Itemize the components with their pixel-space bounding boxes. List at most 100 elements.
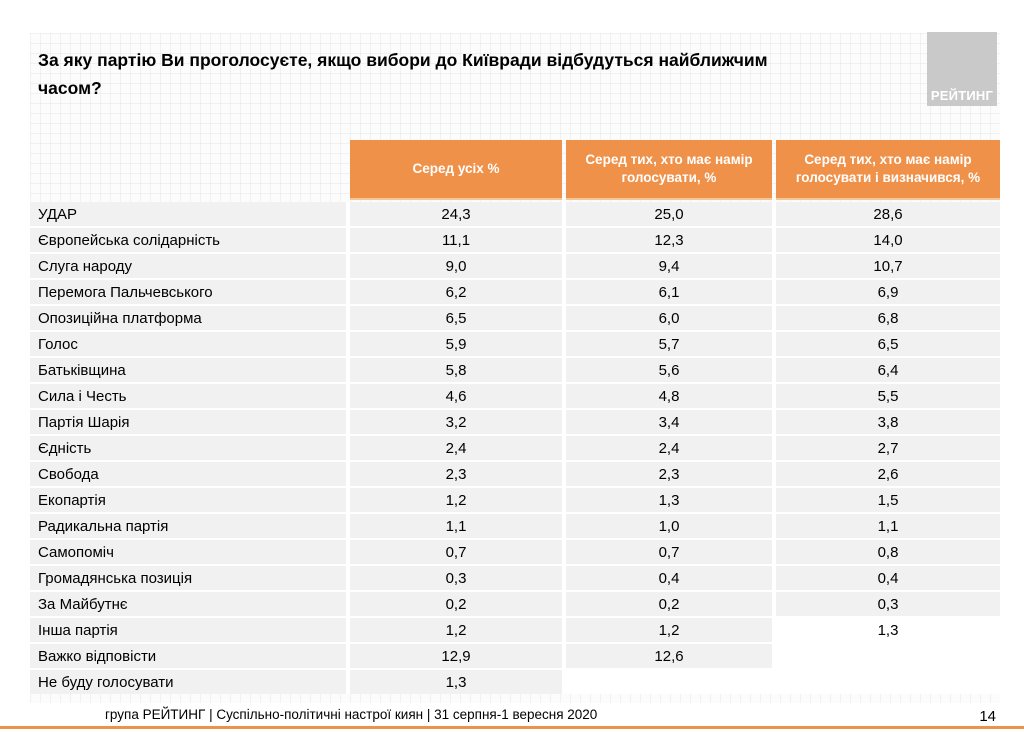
value-cell: [776, 644, 1000, 668]
party-label: За Майбутнє: [30, 592, 346, 616]
party-label: Партія Шарія: [30, 410, 346, 434]
rating-logo: РЕЙТИНГ: [927, 32, 997, 106]
value-cell: [566, 670, 772, 694]
party-label: Європейська солідарність: [30, 228, 346, 252]
value-cell: 2,6: [776, 462, 1000, 486]
page-title-line1: За яку партію Ви проголосуєте, якщо вибо…: [38, 50, 768, 70]
value-cell: 1,3: [776, 618, 1000, 642]
value-cell: 1,2: [350, 618, 562, 642]
table-body: УДАР 24,3 25,0 28,6 Європейська солідарність…: [30, 202, 1000, 694]
party-label: Не буду голосувати: [30, 670, 346, 694]
value-cell: 6,2: [350, 280, 562, 304]
table-row: Екопартія 1,2 1,3 1,5: [30, 488, 1000, 512]
value-cell: 28,6: [776, 202, 1000, 226]
table-row: Громадянська позиція 0,3 0,4 0,4: [30, 566, 1000, 590]
value-cell: 25,0: [566, 202, 772, 226]
value-cell: 5,9: [350, 332, 562, 356]
party-label: Перемога Пальчевського: [30, 280, 346, 304]
party-label: Свобода: [30, 462, 346, 486]
party-label: Опозиційна платформа: [30, 306, 346, 330]
table-row: За Майбутнє 0,2 0,2 0,3: [30, 592, 1000, 616]
party-label: Радикальна партія: [30, 514, 346, 538]
results-table: Серед усіх % Серед тих, хто має намір го…: [30, 140, 1000, 694]
value-cell: 5,7: [566, 332, 772, 356]
page-number: 14: [979, 708, 996, 725]
value-cell: 0,2: [566, 592, 772, 616]
table-row: Європейська солідарність 11,1 12,3 14,0: [30, 228, 1000, 252]
value-cell: 1,2: [350, 488, 562, 512]
value-cell: 5,8: [350, 358, 562, 382]
value-cell: 1,5: [776, 488, 1000, 512]
table-row: УДАР 24,3 25,0 28,6: [30, 202, 1000, 226]
value-cell: 3,2: [350, 410, 562, 434]
value-cell: 0,7: [566, 540, 772, 564]
value-cell: 1,3: [350, 670, 562, 694]
value-cell: 0,3: [776, 592, 1000, 616]
value-cell: 6,4: [776, 358, 1000, 382]
table-header: Серед усіх % Серед тих, хто має намір го…: [30, 140, 1000, 200]
value-cell: 12,3: [566, 228, 772, 252]
column-header-decided: Серед тих, хто має намір голосувати і ви…: [776, 140, 1000, 200]
table-row: Слуга народу 9,0 9,4 10,7: [30, 254, 1000, 278]
value-cell: 6,9: [776, 280, 1000, 304]
party-label: Єдність: [30, 436, 346, 460]
party-label: Сила і Честь: [30, 384, 346, 408]
table-row: Батьківщина 5,8 5,6 6,4: [30, 358, 1000, 382]
value-cell: 0,2: [350, 592, 562, 616]
value-cell: 1,2: [566, 618, 772, 642]
party-label: Важко відповісти: [30, 644, 346, 668]
page-title: За яку партію Ви проголосуєте, якщо вибо…: [38, 46, 938, 102]
bottom-accent-bar: [0, 726, 1024, 729]
value-cell: 24,3: [350, 202, 562, 226]
column-header-all: Серед усіх %: [350, 140, 562, 200]
party-label: Слуга народу: [30, 254, 346, 278]
table-row: Важко відповісти 12,9 12,6: [30, 644, 1000, 668]
value-cell: 6,5: [776, 332, 1000, 356]
party-label: Голос: [30, 332, 346, 356]
slide-background: За яку партію Ви проголосуєте, якщо вибо…: [30, 32, 1000, 703]
table-row: Голос 5,9 5,7 6,5: [30, 332, 1000, 356]
table-row: Свобода 2,3 2,3 2,6: [30, 462, 1000, 486]
party-label: Самопоміч: [30, 540, 346, 564]
table-row: Самопоміч 0,7 0,7 0,8: [30, 540, 1000, 564]
footer-source-text: група РЕЙТИНГ | Суспільно-політичні наст…: [105, 707, 598, 722]
table-row: Перемога Пальчевського 6,2 6,1 6,9: [30, 280, 1000, 304]
party-label: УДАР: [30, 202, 346, 226]
value-cell: [776, 670, 1000, 694]
table-row: Партія Шарія 3,2 3,4 3,8: [30, 410, 1000, 434]
value-cell: 0,4: [566, 566, 772, 590]
header-spacer: [30, 140, 346, 200]
table-row: Єдність 2,4 2,4 2,7: [30, 436, 1000, 460]
party-label: Інша партія: [30, 618, 346, 642]
value-cell: 1,1: [350, 514, 562, 538]
table-row: Опозиційна платформа 6,5 6,0 6,8: [30, 306, 1000, 330]
value-cell: 4,6: [350, 384, 562, 408]
value-cell: 3,8: [776, 410, 1000, 434]
value-cell: 3,4: [566, 410, 772, 434]
table-row: Сила і Честь 4,6 4,8 5,5: [30, 384, 1000, 408]
party-label: Батьківщина: [30, 358, 346, 382]
value-cell: 2,3: [350, 462, 562, 486]
value-cell: 0,8: [776, 540, 1000, 564]
value-cell: 9,4: [566, 254, 772, 278]
value-cell: 5,6: [566, 358, 772, 382]
column-header-intend-to-vote: Серед тих, хто має намір голосувати, %: [566, 140, 772, 200]
table-row: Не буду голосувати 1,3: [30, 670, 1000, 694]
value-cell: 1,3: [566, 488, 772, 512]
party-label: Екопартія: [30, 488, 346, 512]
value-cell: 4,8: [566, 384, 772, 408]
value-cell: 2,4: [566, 436, 772, 460]
value-cell: 2,4: [350, 436, 562, 460]
footer: група РЕЙТИНГ | Суспільно-політичні наст…: [0, 707, 1024, 725]
value-cell: 2,7: [776, 436, 1000, 460]
rating-logo-text: РЕЙТИНГ: [930, 88, 994, 103]
value-cell: 1,0: [566, 514, 772, 538]
value-cell: 1,1: [776, 514, 1000, 538]
table-row: Інша партія 1,2 1,2 1,3: [30, 618, 1000, 642]
value-cell: 0,4: [776, 566, 1000, 590]
table-row: Радикальна партія 1,1 1,0 1,1: [30, 514, 1000, 538]
value-cell: 2,3: [566, 462, 772, 486]
value-cell: 12,9: [350, 644, 562, 668]
value-cell: 6,1: [566, 280, 772, 304]
value-cell: 12,6: [566, 644, 772, 668]
